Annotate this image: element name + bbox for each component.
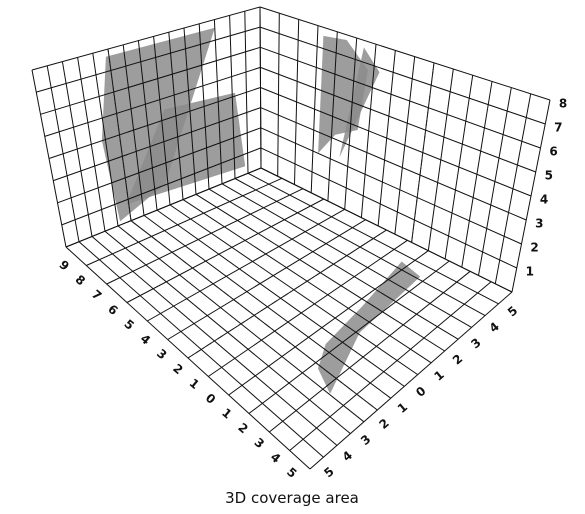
guides-layer [107, 48, 435, 411]
z-tick-label: 3 [535, 217, 543, 231]
left-wall-projection-upper [101, 27, 215, 222]
floor-gridline-b [268, 270, 471, 433]
x-tick-label: 0 [413, 384, 428, 400]
left-wall-hline [40, 46, 261, 115]
y-tick-label: 6 [105, 302, 120, 318]
y-tick-label: 8 [73, 272, 88, 288]
right-wall-hline [260, 107, 527, 221]
z-tick-label: 7 [554, 121, 562, 135]
floor-gridline-b [309, 291, 513, 470]
x-tick-label: 1 [431, 368, 446, 384]
y-tick-label: 1 [187, 376, 202, 392]
z-tick-label: 4 [540, 193, 548, 207]
floor-gridline-b [126, 198, 325, 303]
y-tick-label: 4 [138, 331, 153, 347]
y-tick-label: 7 [89, 287, 104, 303]
right-wall-projection-upper [339, 47, 380, 158]
right-wall-hline [259, 26, 546, 125]
x-tick-label: 2 [450, 351, 465, 367]
z-tick-label: 8 [559, 97, 567, 111]
left-wall-hline [48, 87, 261, 159]
left-wall-hline [53, 107, 261, 182]
grid-layer [31, 6, 551, 470]
y-tick-label: 4 [268, 450, 283, 466]
right-wall-hline [259, 6, 551, 101]
floor-gridline-b [65, 167, 262, 248]
right-wall-hline [260, 46, 541, 149]
y-tick-label: 3 [154, 346, 169, 362]
floor-gridline-b [106, 188, 304, 285]
floor-projection [318, 261, 421, 394]
z-tick-label: 2 [530, 241, 538, 255]
z-tick-label: 1 [526, 265, 534, 279]
floor-gridline-b [167, 219, 366, 340]
floor-gridline-b [147, 208, 345, 322]
floor-gridline-b [208, 239, 408, 377]
right-wall-hline [260, 127, 522, 245]
left-wall-zero-guide [107, 48, 132, 221]
x-tick-label: 3 [468, 335, 483, 351]
z-tick-label: 5 [545, 169, 553, 183]
right-wall-projection [318, 35, 368, 154]
floor-gridline-b [86, 177, 283, 266]
floor-gridline-b [289, 281, 492, 451]
left-wall-hline [61, 147, 262, 226]
left-wall-hline [44, 66, 261, 137]
x-tick-label: 4 [487, 319, 502, 335]
left-wall-hline [31, 6, 261, 71]
x-tick-label: 5 [321, 464, 336, 480]
x-tick-label: 5 [505, 303, 520, 319]
x-tick-label: 3 [358, 432, 373, 448]
right-wall-hline [260, 87, 532, 197]
x-tick-label: 1 [395, 400, 410, 416]
z-tick-label: 6 [549, 145, 557, 159]
y-tick-label: 5 [121, 317, 136, 333]
y-tick-label: 3 [252, 435, 267, 451]
projections-layer [101, 27, 421, 394]
floor-guide-b [187, 229, 387, 359]
y-tick-label: 9 [56, 257, 71, 273]
x-tick-label: 4 [340, 448, 355, 464]
left-wall-hline [36, 26, 261, 93]
y-tick-label: 1 [219, 405, 234, 421]
floor-gridline-b [248, 260, 450, 414]
right-wall-hline [260, 66, 536, 173]
floor-gridline-b [228, 250, 429, 396]
right-wall-hline [260, 147, 518, 269]
chart-caption: 3D coverage area [225, 489, 359, 507]
right-wall-zero-guide [411, 62, 435, 243]
y-tick-label: 5 [284, 465, 299, 481]
y-tick-label: 2 [235, 420, 250, 436]
x-tick-label: 2 [376, 416, 391, 432]
y-tick-label: 0 [203, 391, 218, 407]
left-wall-hline [57, 127, 261, 204]
y-tick-label: 2 [170, 361, 185, 377]
